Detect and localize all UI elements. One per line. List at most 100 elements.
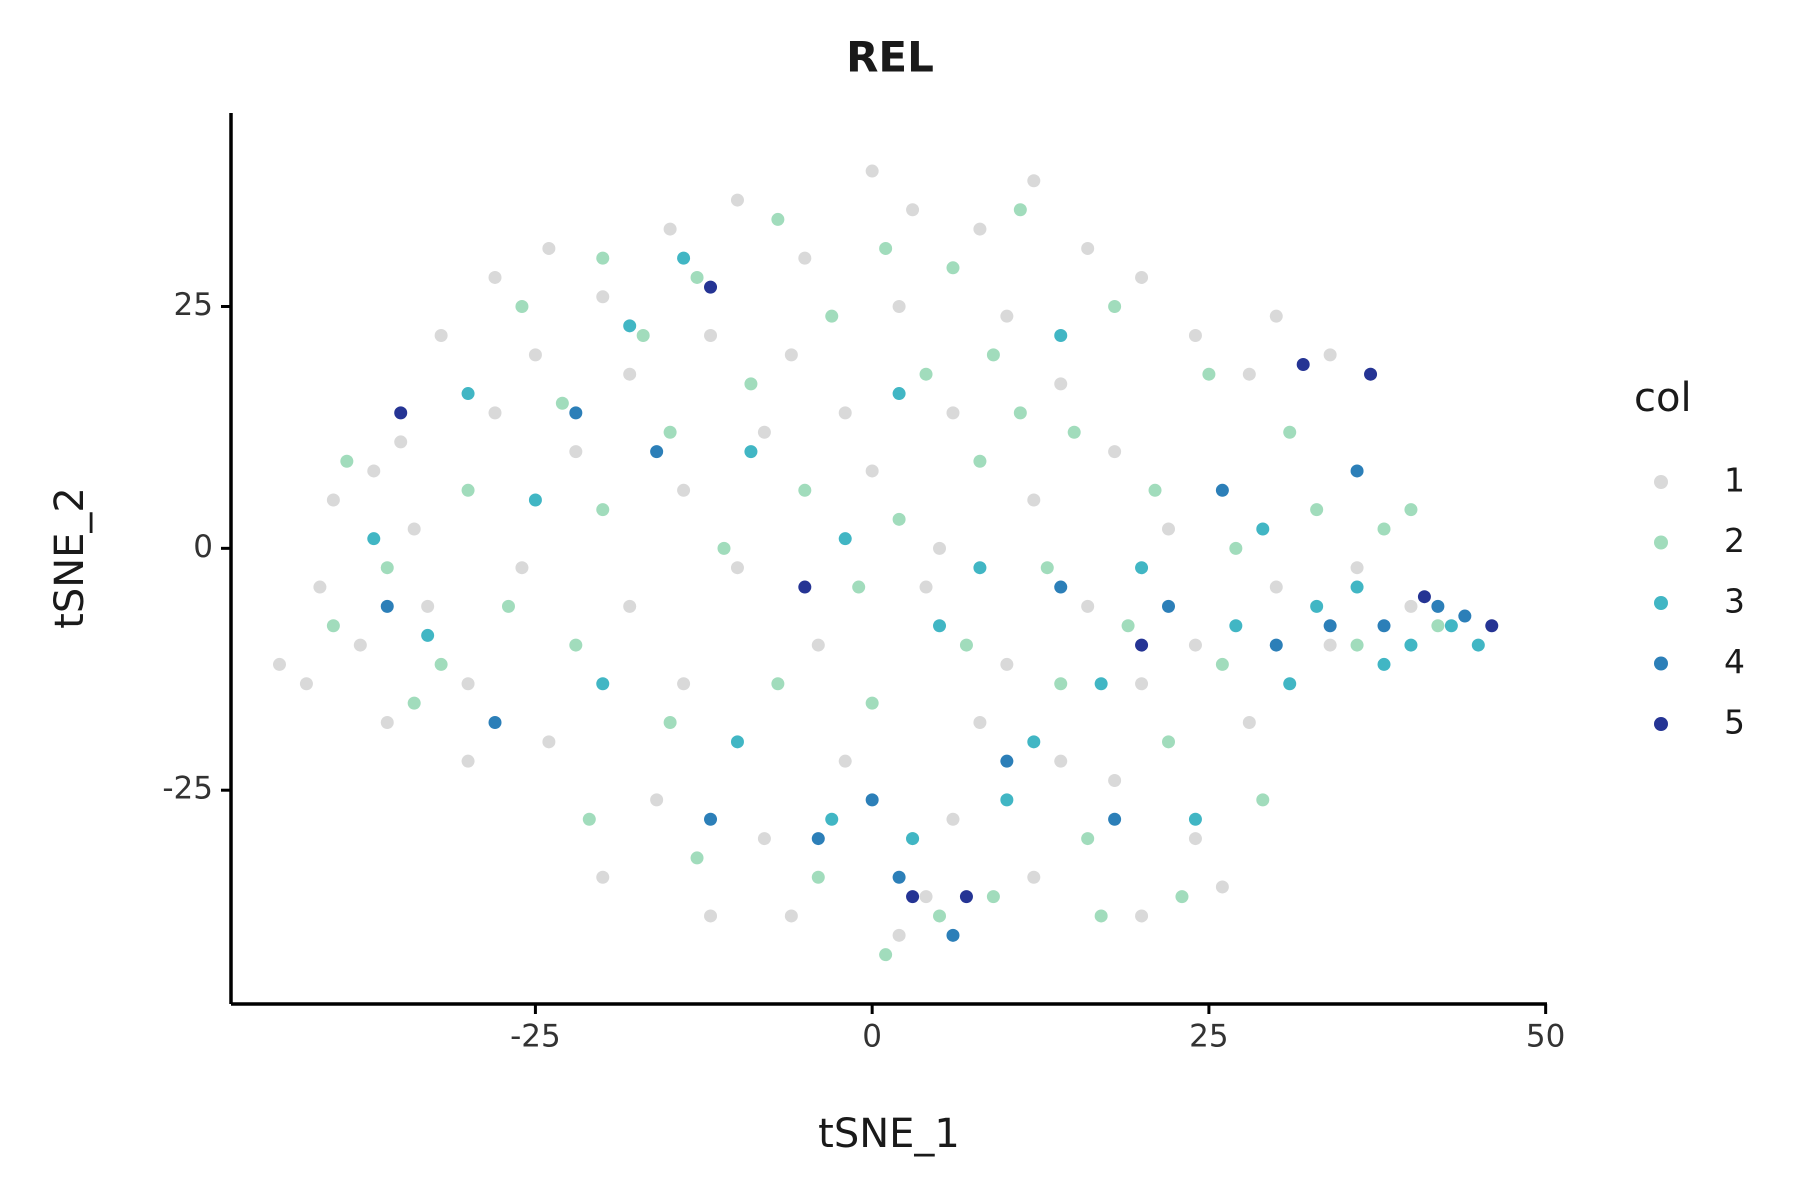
point <box>488 715 502 729</box>
point <box>973 715 987 729</box>
point <box>811 638 825 652</box>
point <box>1310 599 1324 613</box>
point <box>515 299 529 313</box>
point <box>1188 329 1202 343</box>
point <box>906 203 920 217</box>
point <box>650 793 664 807</box>
point <box>1081 832 1095 846</box>
point <box>299 677 313 691</box>
point <box>933 909 947 923</box>
point <box>677 251 691 265</box>
point <box>1135 909 1149 923</box>
point <box>986 890 1000 904</box>
point <box>1188 638 1202 652</box>
point <box>1027 493 1041 507</box>
point <box>1296 358 1310 372</box>
point <box>919 367 933 381</box>
point <box>542 735 556 749</box>
point <box>569 406 583 420</box>
point <box>865 164 879 178</box>
point <box>1135 677 1149 691</box>
point <box>407 696 421 710</box>
point <box>488 406 502 420</box>
point <box>946 928 960 942</box>
point <box>1323 638 1337 652</box>
point <box>757 425 771 439</box>
x-tick-label: -25 <box>510 1019 561 1055</box>
point <box>798 251 812 265</box>
point <box>1161 599 1175 613</box>
point <box>1269 580 1283 594</box>
point <box>461 483 475 497</box>
point <box>730 561 744 575</box>
point <box>1350 580 1364 594</box>
point <box>582 812 596 826</box>
point <box>838 532 852 546</box>
point <box>1202 367 1216 381</box>
point <box>569 445 583 459</box>
point <box>704 812 718 826</box>
point <box>1377 619 1391 633</box>
point <box>663 715 677 729</box>
point <box>515 561 529 575</box>
point <box>1135 561 1149 575</box>
point <box>421 628 435 642</box>
point <box>1431 599 1445 613</box>
point <box>1310 503 1324 517</box>
point <box>906 890 920 904</box>
point <box>704 329 718 343</box>
point <box>1121 619 1135 633</box>
point <box>421 599 435 613</box>
point <box>1485 619 1499 633</box>
point <box>1000 309 1014 323</box>
point <box>555 396 569 410</box>
point <box>892 512 906 526</box>
point <box>1108 812 1122 826</box>
y-tick-label: 25 <box>174 287 213 323</box>
legend-marker <box>1654 475 1668 489</box>
point <box>1283 677 1297 691</box>
point <box>1283 425 1297 439</box>
point <box>771 677 785 691</box>
point <box>825 309 839 323</box>
point <box>1377 657 1391 671</box>
point <box>488 270 502 284</box>
point <box>717 541 731 555</box>
point <box>959 890 973 904</box>
point <box>1175 890 1189 904</box>
legend-label: 4 <box>1724 642 1745 681</box>
point <box>1067 425 1081 439</box>
point <box>1229 619 1243 633</box>
x-axis-title: tSNE_1 <box>818 1111 960 1157</box>
point <box>1377 522 1391 536</box>
point <box>690 851 704 865</box>
point <box>892 387 906 401</box>
point <box>636 329 650 343</box>
point <box>326 619 340 633</box>
point <box>1081 599 1095 613</box>
point <box>1350 561 1364 575</box>
point <box>784 348 798 362</box>
point <box>501 599 515 613</box>
point <box>865 793 879 807</box>
point <box>1108 774 1122 788</box>
point <box>1135 638 1149 652</box>
point <box>394 406 408 420</box>
point <box>946 261 960 275</box>
point <box>1054 677 1068 691</box>
point <box>730 193 744 207</box>
point <box>1094 677 1108 691</box>
point <box>1161 522 1175 536</box>
point <box>313 580 327 594</box>
point <box>380 715 394 729</box>
point <box>1188 812 1202 826</box>
point <box>1364 367 1378 381</box>
point <box>865 464 879 478</box>
point <box>596 290 610 304</box>
point <box>1027 870 1041 884</box>
point <box>973 222 987 236</box>
point <box>1229 541 1243 555</box>
point <box>798 580 812 594</box>
point <box>326 493 340 507</box>
